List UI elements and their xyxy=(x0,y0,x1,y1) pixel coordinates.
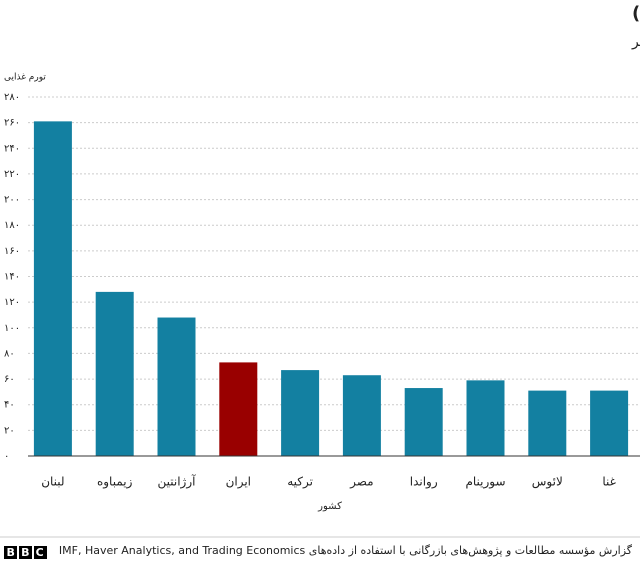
x-tick-label: آرژانتین xyxy=(158,474,197,490)
y-tick-label: ۲۴۰ xyxy=(4,143,20,154)
bar xyxy=(528,390,567,456)
x-tick-label: ایران xyxy=(226,475,251,490)
bar xyxy=(157,317,196,456)
y-tick-label: ۲۰۰ xyxy=(4,195,20,206)
y-tick-label: ۱۴۰ xyxy=(4,272,20,283)
x-tick-label: سورینام xyxy=(465,475,505,490)
logo-box xyxy=(34,546,47,559)
y-tick-label: ۲۸۰ xyxy=(4,92,20,103)
logo-box xyxy=(19,546,32,559)
bar xyxy=(404,388,443,456)
bar xyxy=(590,390,629,456)
bar xyxy=(219,362,258,456)
y-tick-label: ۲۲۰ xyxy=(4,169,20,180)
y-tick-label: ۰ xyxy=(4,451,9,462)
y-tick-label: ۶۰ xyxy=(4,374,15,385)
y-tick-label: ۱۲۰ xyxy=(4,297,20,308)
y-tick-label: ۸۰ xyxy=(4,348,15,359)
y-tick-label: ۲۰ xyxy=(4,425,15,436)
bar xyxy=(281,370,320,456)
bar xyxy=(342,375,381,456)
bar xyxy=(33,121,72,456)
y-tick-label: ۱۶۰ xyxy=(4,246,20,257)
x-tick-label: لبنان xyxy=(41,475,64,489)
x-tick-label: مصر xyxy=(349,475,373,490)
chart-subtitle: ده کشور با بالاترین نرخ تورم اقلام خوراک… xyxy=(631,34,640,50)
y-tick-label: ۱۸۰ xyxy=(4,220,20,231)
x-tick-label: غنا xyxy=(602,475,616,489)
bar xyxy=(466,380,505,456)
y-axis-label: تورم غذایی xyxy=(4,73,46,83)
source: گزارش مؤسسه مطالعات و پژوهش‌های بازرگانی… xyxy=(58,544,632,557)
y-tick-label: ۲۶۰ xyxy=(4,118,20,129)
x-tick-label: رواندا xyxy=(410,475,438,490)
y-tick-label: ۴۰ xyxy=(4,400,15,411)
bar xyxy=(95,291,134,456)
logo-box xyxy=(4,546,17,559)
x-tick-label: زیمباوه xyxy=(97,475,133,490)
logo: BBC xyxy=(7,546,50,559)
x-tick-label: لائوس xyxy=(532,475,563,490)
x-axis-label: کشور xyxy=(317,501,342,512)
x-tick-label: ترکیه xyxy=(287,475,313,490)
y-tick-label: ۱۰۰ xyxy=(4,323,20,334)
chart-title: تورم غذایی (%) xyxy=(632,3,640,24)
